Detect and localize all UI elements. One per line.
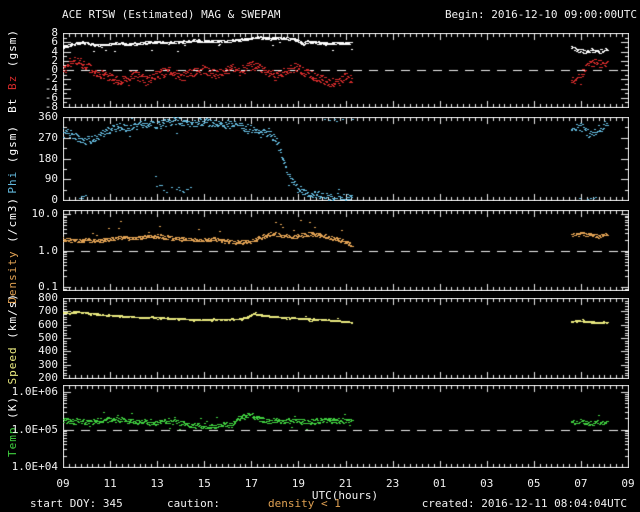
x-axis-title: UTC(hours) [311,489,379,502]
ytick-speed: 400 [38,344,58,358]
ytick-temp: 1.0E+05 [11,422,58,436]
xtick-label: 11 [103,477,117,490]
caution-label: caution: [167,497,220,510]
ytick-bt-bz: -6 [44,90,58,104]
plot-bt-bz [63,33,629,108]
ylabel-part: (K) [5,396,19,419]
ytick-bt-bz: -2 [44,72,58,86]
ytick-phi: 360 [38,110,58,123]
ytick-bt-bz: 8 [51,26,58,39]
xtick-label: 17 [244,477,258,490]
ytick-phi: 0 [51,193,58,206]
plot-phi [63,117,629,201]
plot-speed [63,298,629,379]
xtick-label: 15 [197,477,211,490]
ytick-temp: 1.0E+04 [11,460,58,473]
ytick-speed: 700 [38,304,58,318]
ytick-bt-bz: 6 [51,35,58,49]
xtick-label: 09 [621,477,635,490]
ytick-speed: 800 [38,291,58,304]
ytick-bt-bz: -8 [44,100,58,113]
plot-density [63,210,629,291]
begin-timestamp: Begin: 2016-12-10 09:00:00UTC [444,8,637,21]
page-title: ACE RTSW (Estimated) MAG & SWEPAM [62,8,281,21]
plot-temp [63,385,629,468]
xtick-label: 05 [527,477,541,490]
ytick-speed: 200 [38,371,58,384]
ytick-density: 10.0 [31,206,59,220]
ytick-bt-bz: 0 [51,63,58,76]
xtick-label: 13 [150,477,164,490]
ytick-phi: 90 [44,172,58,186]
xtick-label: 07 [574,477,588,490]
xtick-label: 19 [291,477,306,490]
ytick-phi: 180 [38,151,58,165]
ytick-bt-bz: -4 [44,81,58,95]
xtick-label: 21 [338,477,353,490]
ytick-bt-bz: 2 [51,53,58,67]
start-doy-label: start DOY: 345 [30,497,123,510]
caution-density-value: density < 1 [268,497,341,510]
ytick-density: 1.0 [38,243,58,257]
xtick-label: 03 [480,477,494,490]
ytick-speed: 300 [38,357,58,371]
ytick-speed: 600 [38,317,58,331]
ytick-temp: 1.0E+06 [11,385,58,399]
xtick-label: 01 [433,477,447,490]
xtick-label: 23 [385,477,400,490]
created-timestamp: created: 2016-12-11 08:04:04UTC [421,497,627,510]
ytick-density: 0.1 [38,280,58,294]
ytick-speed: 500 [38,331,58,344]
ytick-bt-bz: 4 [51,44,58,58]
xtick-label: 09 [56,477,70,490]
ytick-phi: 270 [38,130,58,144]
